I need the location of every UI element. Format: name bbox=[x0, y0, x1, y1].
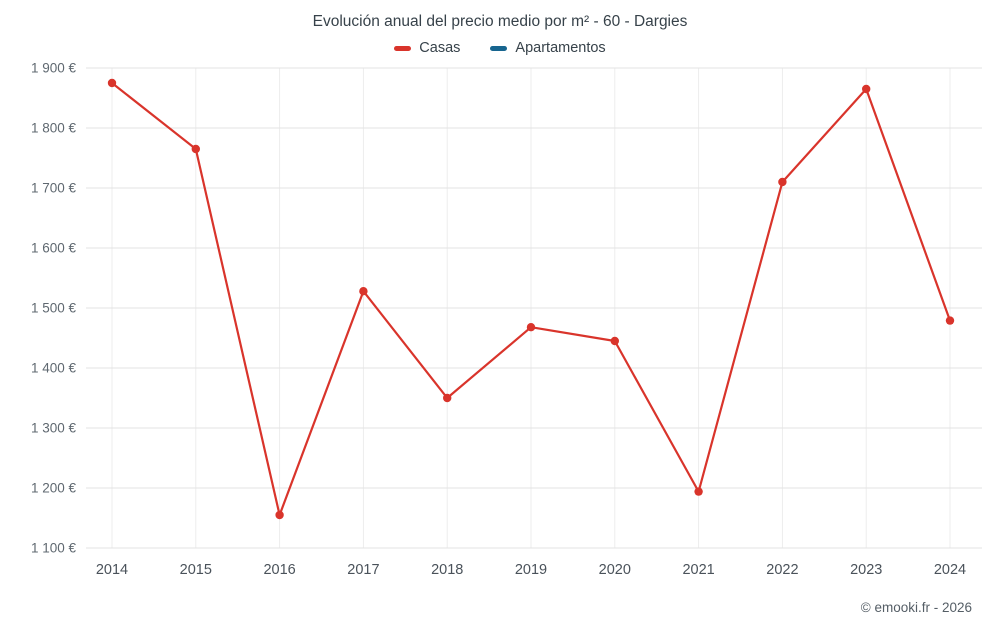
x-tick-label: 2015 bbox=[180, 562, 212, 578]
data-point-2023[interactable] bbox=[862, 84, 871, 94]
x-tick-label: 2020 bbox=[599, 562, 631, 578]
data-point-2015[interactable] bbox=[191, 144, 200, 154]
y-tick-label: 1 300 € bbox=[31, 421, 77, 436]
legend-label-apartamentos: Apartamentos bbox=[515, 40, 606, 56]
data-point-2021[interactable] bbox=[694, 487, 703, 496]
chart-area: 1 100 € 1 200 € 1 300 € 1 400 € 1 500 € 1 600… bbox=[0, 56, 1000, 583]
legend-item-apartamentos[interactable]: Apartamentos bbox=[490, 40, 606, 56]
x-tick-label: 2024 bbox=[934, 562, 966, 578]
chart-title: Evolución anual del precio medio por m² … bbox=[312, 13, 688, 30]
x-tick-label: 2018 bbox=[431, 562, 463, 578]
y-tick-label: 1 200 € bbox=[31, 481, 77, 496]
legend-swatch-0 bbox=[394, 45, 412, 51]
y-tick-label: 1 700 € bbox=[31, 181, 77, 196]
y-tick-label: 1 100 € bbox=[31, 541, 77, 556]
x-tick-label: 2021 bbox=[682, 562, 714, 578]
legend-swatch-1 bbox=[490, 45, 508, 51]
data-point-2014[interactable] bbox=[107, 78, 117, 88]
legend-item-casas[interactable]: Casas bbox=[394, 40, 460, 56]
legend-label-casas: Casas bbox=[419, 40, 461, 56]
chart-legend: Casas Apartamentos bbox=[0, 40, 1000, 56]
y-tick-label: 1 900 € bbox=[31, 61, 77, 76]
x-tick-label: 2023 bbox=[850, 562, 882, 578]
data-point-2022[interactable] bbox=[778, 177, 787, 187]
y-tick-label: 1 800 € bbox=[31, 121, 77, 136]
data-point-2018[interactable] bbox=[443, 393, 452, 403]
x-tick-label: 2014 bbox=[96, 562, 128, 578]
data-point-2020[interactable] bbox=[610, 336, 619, 346]
footer-credit: © emooki.fr - 2026 bbox=[860, 600, 972, 615]
y-tick-label: 1 500 € bbox=[31, 301, 77, 316]
chart-canvas: 1 100 € 1 200 € 1 300 € 1 400 € 1 500 € 1 600… bbox=[31, 61, 982, 578]
y-tick-label: 1 400 € bbox=[31, 361, 77, 376]
x-tick-label: 2016 bbox=[263, 562, 295, 578]
x-tick-label: 2022 bbox=[766, 562, 798, 578]
data-point-2016[interactable] bbox=[275, 510, 284, 520]
x-tick-label: 2017 bbox=[347, 562, 379, 578]
y-tick-label: 1 600 € bbox=[31, 241, 77, 256]
data-point-2019[interactable] bbox=[526, 323, 536, 332]
x-tick-label: 2019 bbox=[515, 562, 547, 578]
data-point-2024[interactable] bbox=[945, 316, 955, 325]
data-point-2017[interactable] bbox=[359, 287, 368, 296]
